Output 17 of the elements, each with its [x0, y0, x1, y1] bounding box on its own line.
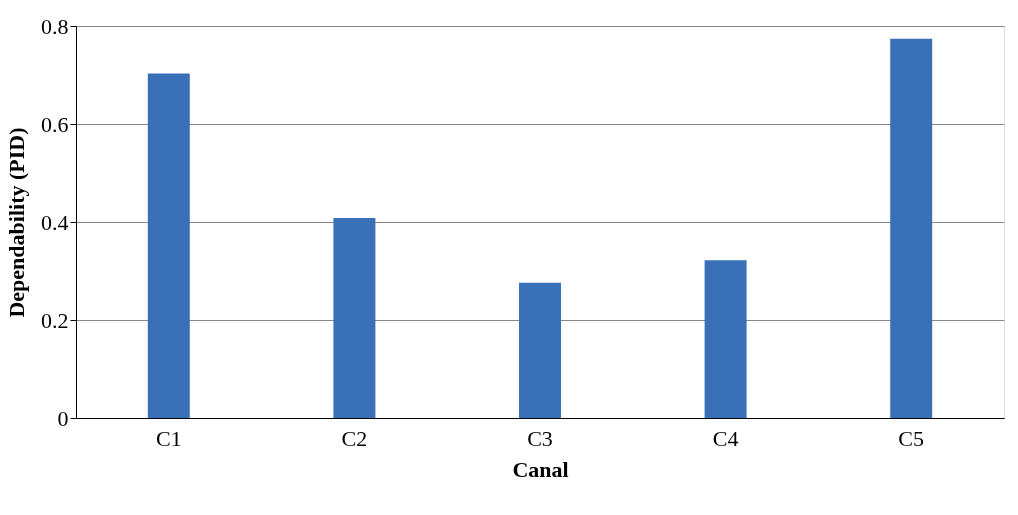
x-tick-label: C5: [898, 425, 925, 451]
y-tick-label: 0.4: [41, 209, 69, 235]
y-tick-label: 0: [57, 405, 69, 431]
x-axis-title: Canal: [512, 456, 569, 482]
x-tick-label: C3: [527, 425, 553, 451]
bar: [519, 282, 561, 418]
x-tick-label: C1: [155, 425, 182, 451]
bar: [890, 38, 933, 418]
y-axis-title: Dependability (PID): [4, 127, 29, 318]
y-tick-label: 0.8: [41, 13, 69, 39]
y-tick-label: 0.6: [41, 111, 69, 137]
bar: [147, 73, 190, 418]
x-tick-label: C2: [341, 425, 368, 451]
bar: [704, 260, 747, 418]
x-tick-label: C4: [712, 425, 739, 451]
y-tick-label: 0.2: [41, 307, 69, 333]
bar: [333, 218, 376, 418]
